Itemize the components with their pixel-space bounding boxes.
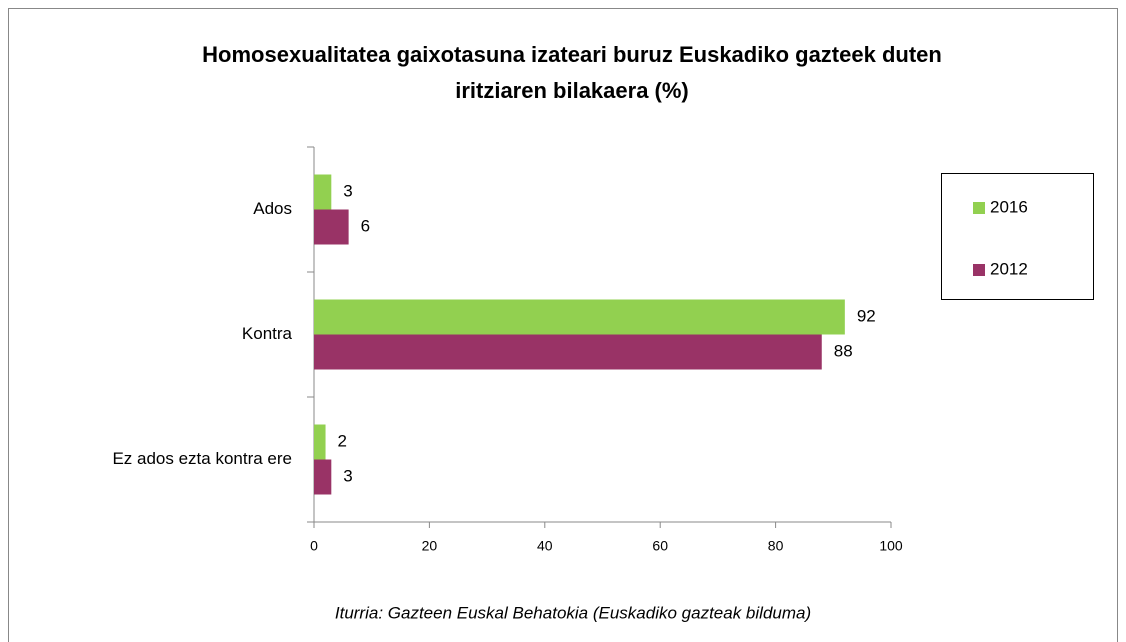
data-label: 6 [361,216,370,235]
legend-swatch [973,264,985,276]
x-tick-label: 60 [652,538,668,554]
y-tick-label: Kontra [242,324,293,343]
chart-title: Homosexualitatea gaixotasuna izateari bu… [202,42,942,67]
legend-label: 2012 [990,259,1028,278]
bar [314,424,326,460]
bar [314,459,332,495]
x-tick-label: 0 [310,538,318,554]
source-note: Iturria: Gazteen Euskal Behatokia (Euska… [335,603,811,622]
bar [314,209,349,245]
x-tick-label: 80 [768,538,784,554]
bar [314,334,822,370]
chart-title: iritziaren bilakaera (%) [455,78,689,103]
legend-box [941,173,1094,300]
legend-label: 2016 [990,197,1028,216]
x-tick-label: 100 [879,538,903,554]
bar [314,174,332,210]
legend-swatch [973,202,985,214]
data-label: 3 [343,466,352,485]
data-label: 92 [857,306,876,325]
x-tick-label: 40 [537,538,553,554]
data-label: 3 [343,181,352,200]
bar [314,299,845,335]
data-label: 2 [338,431,347,450]
y-tick-label: Ez ados ezta kontra ere [112,449,292,468]
data-label: 88 [834,341,853,360]
y-tick-label: Ados [253,199,292,218]
x-tick-label: 20 [422,538,438,554]
